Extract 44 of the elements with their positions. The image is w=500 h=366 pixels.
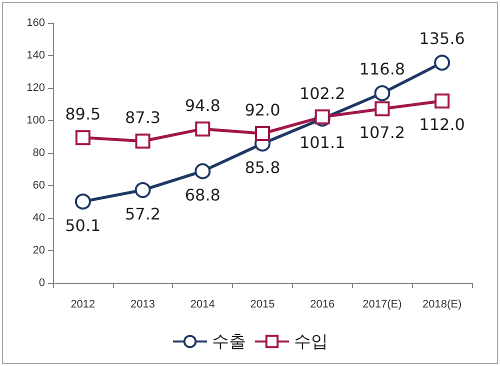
y-tick-label: 100 <box>26 114 45 126</box>
data-label: 87.3 <box>124 108 161 128</box>
point <box>434 54 450 71</box>
data-label: 89.5 <box>65 104 101 124</box>
x-tick-label: 2014 <box>190 298 215 310</box>
data-label: 112.0 <box>419 115 465 134</box>
data-label: 94.8 <box>184 96 220 115</box>
point <box>134 182 151 198</box>
point <box>194 163 211 180</box>
point <box>135 134 150 149</box>
data-label: 57.2 <box>124 204 161 224</box>
data-label: 92.0 <box>244 100 280 120</box>
point <box>195 121 210 136</box>
point <box>74 194 91 210</box>
x-tick-label: 2018(E) <box>422 298 462 310</box>
data-label: 102.2 <box>299 84 346 103</box>
point <box>255 126 270 141</box>
data-label: 116.8 <box>359 60 406 79</box>
x-tick-label: 2016 <box>310 298 335 310</box>
data-label: 50.1 <box>65 216 101 236</box>
y-tick-label: 40 <box>32 212 45 224</box>
point <box>314 109 330 124</box>
point <box>374 85 390 102</box>
data-label: 85.8 <box>244 158 280 178</box>
x-tick-label: 2013 <box>130 298 156 310</box>
y-tick-label: 80 <box>32 147 45 159</box>
x-tick-label: 2012 <box>70 298 96 310</box>
y-tick-label: 140 <box>26 50 45 62</box>
y-tick-label: 0 <box>38 277 45 289</box>
y-tick-label: 120 <box>26 82 45 94</box>
y-tick-label: 160 <box>26 17 45 29</box>
data-label: 68.8 <box>184 186 220 205</box>
point <box>75 130 90 146</box>
data-label: 107.2 <box>359 122 406 142</box>
x-tick-label: 2015 <box>250 298 275 310</box>
legend-label: 수출 <box>212 332 246 351</box>
data-label: 135.6 <box>419 29 465 48</box>
data-label: 101.1 <box>299 133 346 152</box>
point <box>434 94 450 108</box>
legend-label: 수입 <box>294 332 328 351</box>
y-tick-label: 60 <box>32 180 45 192</box>
x-tick-label: 2017(E) <box>362 298 402 310</box>
point <box>374 101 390 116</box>
y-tick-label: 20 <box>32 244 45 256</box>
